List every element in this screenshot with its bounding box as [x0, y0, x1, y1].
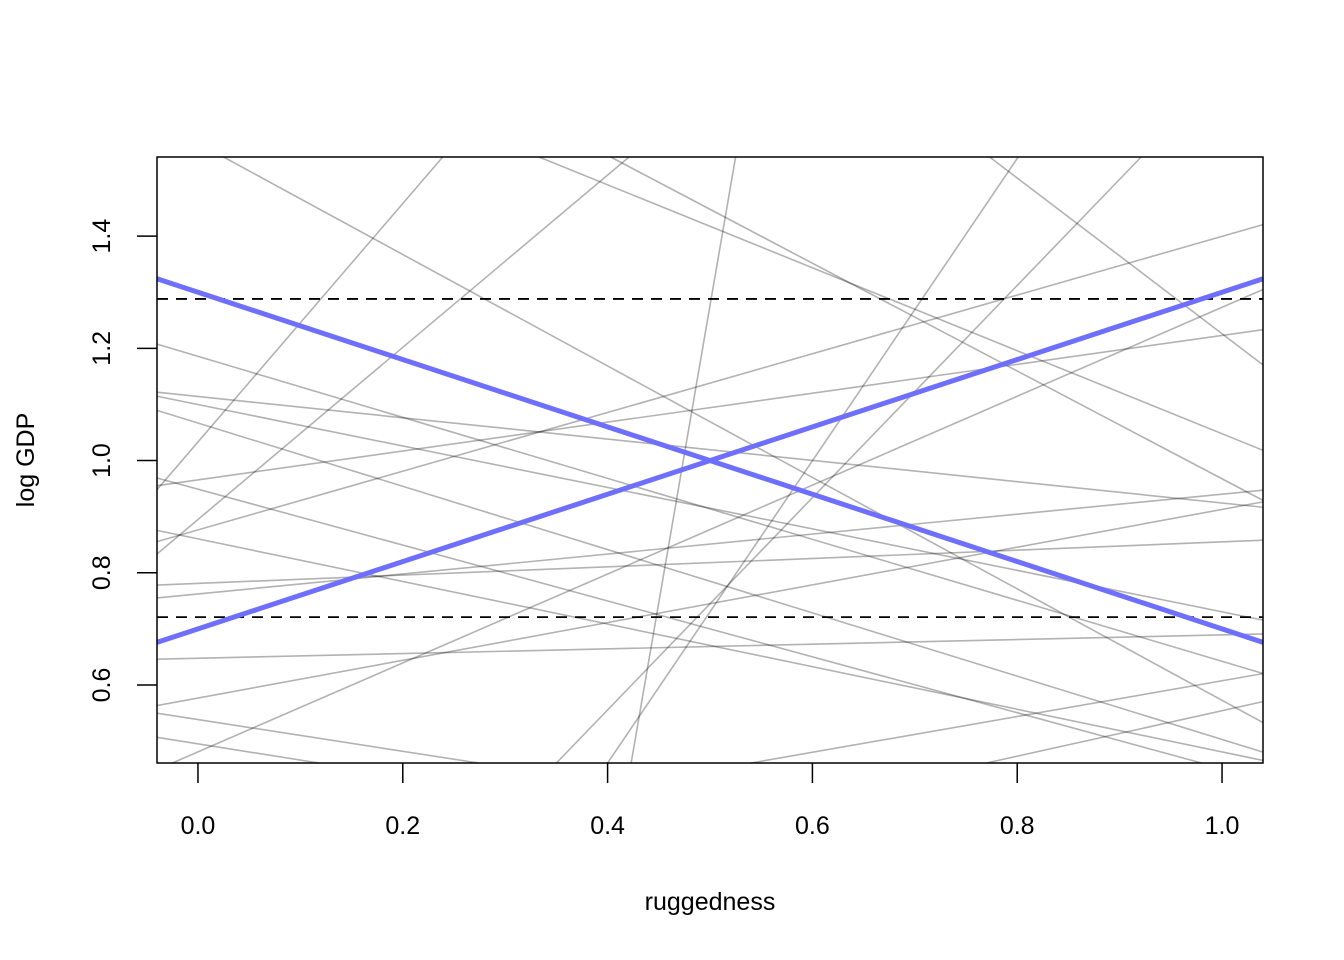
- sample-line: [172, 288, 1264, 764]
- x-tick-label: 0.0: [181, 812, 216, 840]
- y-tick-label: 0.6: [88, 668, 116, 703]
- sample-line: [750, 672, 1264, 764]
- highlight-line: [156, 276, 1264, 645]
- sample-line: [156, 529, 1264, 762]
- sample-line: [555, 156, 1142, 764]
- y-tick-label: 1.0: [88, 443, 116, 478]
- sample-line: [630, 156, 737, 764]
- x-tick-label: 0.6: [795, 812, 830, 840]
- y-tick-label: 0.8: [88, 555, 116, 590]
- sample-line: [156, 343, 1264, 675]
- x-tick-label: 0.8: [1000, 812, 1035, 840]
- sample-line: [156, 501, 1264, 707]
- sample-line: [986, 700, 1264, 764]
- sample-line: [156, 477, 1202, 764]
- x-axis-title: ruggedness: [645, 888, 776, 916]
- sample-line: [156, 633, 1264, 660]
- sample-line: [156, 328, 1264, 487]
- x-axis: 0.0 0.2 0.4 0.6 0.8 1.0: [181, 763, 1240, 840]
- y-tick-label: 1.4: [88, 219, 116, 254]
- y-tick-label: 1.2: [88, 331, 116, 366]
- x-tick-label: 0.4: [590, 812, 625, 840]
- sample-line: [156, 736, 319, 764]
- sample-line: [156, 223, 1264, 543]
- sample-line: [606, 156, 1019, 764]
- highlight-lines: [156, 276, 1264, 645]
- sample-line: [610, 156, 1264, 502]
- sample-line: [156, 539, 1264, 586]
- sample-line: [156, 391, 1264, 509]
- sample-line: [538, 156, 1264, 452]
- y-axis-title: log GDP: [12, 413, 40, 507]
- x-tick-label: 1.0: [1205, 812, 1240, 840]
- sample-line: [156, 409, 1264, 753]
- sample-line: [223, 156, 1264, 724]
- sample-line: [989, 156, 1264, 366]
- y-axis: 0.6 0.8 1.0 1.2 1.4: [88, 219, 157, 703]
- x-tick-label: 0.2: [385, 812, 420, 840]
- reference-lines: [157, 298, 1263, 619]
- sample-line: [156, 712, 479, 764]
